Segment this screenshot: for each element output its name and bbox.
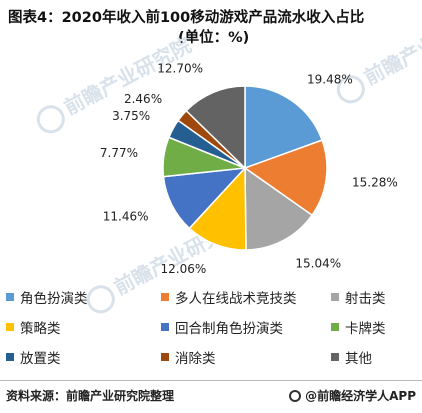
data-label: 15.28%	[352, 175, 398, 189]
legend-label: 回合制角色扮演类	[175, 321, 283, 337]
legend-label: 多人在线战术竞技类	[175, 291, 297, 307]
data-label: 7.77%	[100, 146, 138, 160]
legend-label: 策略类	[20, 321, 61, 337]
legend-label: 射击类	[345, 291, 386, 307]
chart-subtitle: (单位：%)	[178, 30, 250, 46]
legend-swatch	[6, 293, 14, 301]
legend-swatch	[161, 293, 169, 301]
brand-logo-icon	[289, 389, 302, 402]
data-label: 2.46%	[124, 92, 162, 106]
legend-label: 放置类	[20, 351, 61, 367]
legend-swatch	[331, 293, 339, 301]
pie-chart: 19.48% 15.28% 15.04% 12.06% 11.46% 7.77% 3.75%…	[100, 62, 398, 276]
pie-slice	[185, 85, 246, 170]
legend-swatch	[161, 353, 169, 361]
data-label: 15.04%	[295, 257, 341, 271]
legend-item: 角色扮演类	[6, 286, 161, 308]
source-note: 资料来源：前瞻产业研究院整理	[6, 389, 175, 403]
data-label: 11.46%	[103, 210, 149, 224]
brand: @前瞻经济学人APP	[289, 387, 416, 404]
data-label: 12.06%	[161, 262, 207, 276]
legend-item: 策略类	[6, 316, 161, 338]
footer: 资料来源：前瞻产业研究院整理 @前瞻经济学人APP	[0, 380, 422, 407]
data-label: 3.75%	[112, 109, 150, 123]
legend-item: 射击类	[331, 286, 418, 308]
legend-item: 其他	[331, 346, 418, 368]
data-label: 12.70%	[157, 62, 203, 76]
legend-item: 多人在线战术竞技类	[161, 286, 331, 308]
title-block: 图表4：2020年收入前100移动游戏产品流水收入占比 (单位：%)	[8, 8, 414, 48]
chart-title: 图表4：2020年收入前100移动游戏产品流水收入占比	[8, 10, 365, 26]
legend-label: 角色扮演类	[20, 291, 88, 307]
legend-swatch	[331, 323, 339, 331]
pie-slice	[188, 166, 247, 251]
pie-slice	[243, 139, 328, 217]
pie-slice	[244, 85, 324, 170]
brand-text: @前瞻经济学人APP	[305, 389, 416, 403]
legend-label: 其他	[345, 351, 372, 367]
legend-item: 消除类	[161, 346, 331, 368]
data-label: 19.48%	[307, 73, 353, 87]
legend-swatch	[6, 323, 14, 331]
chart-legend: 角色扮演类 多人在线战术竞技类 射击类策略类 回合制角色扮演类 卡牌类放置类 消除类 其他	[6, 286, 418, 368]
legend-swatch	[161, 323, 169, 331]
pie-slice	[244, 166, 314, 251]
legend-item: 放置类	[6, 346, 161, 368]
legend-item: 回合制角色扮演类	[161, 316, 331, 338]
legend-label: 消除类	[175, 351, 216, 367]
legend-swatch	[331, 353, 339, 361]
legend-label: 卡牌类	[345, 321, 386, 337]
legend-swatch	[6, 353, 14, 361]
legend-item: 卡牌类	[331, 316, 418, 338]
